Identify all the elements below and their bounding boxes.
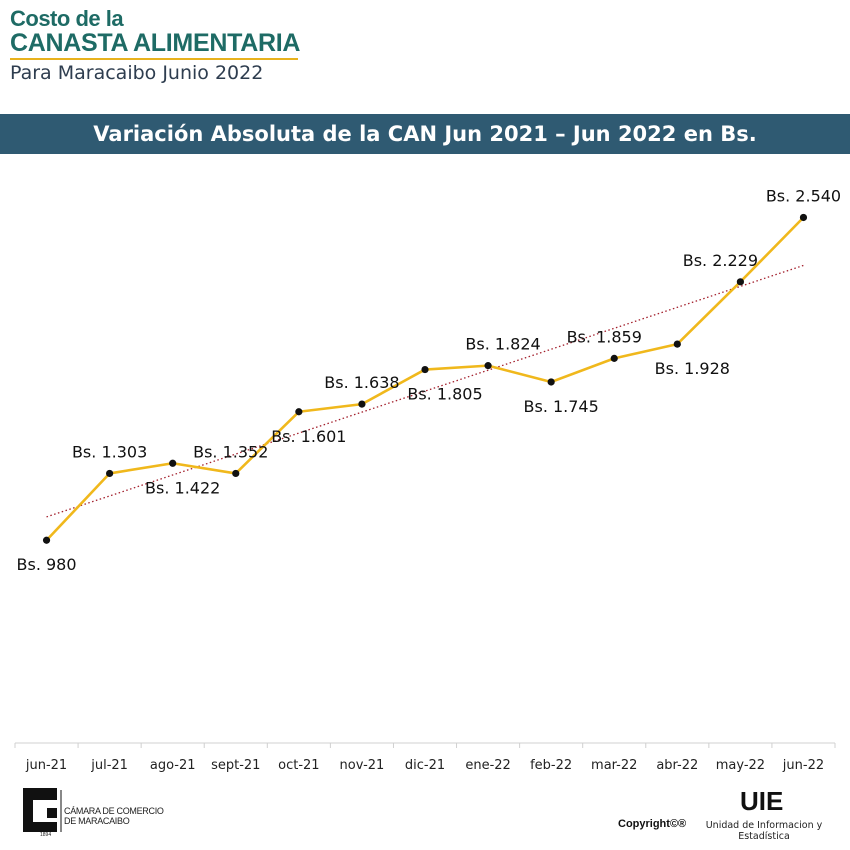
- data-label: Bs. 1.805: [407, 385, 482, 404]
- report-header: Costo de la CANASTA ALIMENTARIA Para Mar…: [10, 8, 300, 84]
- chamber-year: 1894: [40, 832, 52, 838]
- data-label: Bs. 1.352: [193, 442, 268, 461]
- x-tick-label: dic-21: [405, 758, 445, 773]
- header-rule: [10, 58, 298, 60]
- data-point: [232, 469, 240, 478]
- x-tick-label: nov-21: [340, 758, 385, 773]
- data-label: Bs. 2.540: [766, 186, 841, 205]
- x-tick-label: jul-21: [90, 758, 128, 773]
- x-tick-label: jun-22: [782, 758, 824, 773]
- data-point: [295, 408, 303, 416]
- data-point: [106, 469, 114, 478]
- data-point: [358, 400, 366, 408]
- x-tick-label: ene-22: [465, 758, 510, 773]
- data-point: [736, 278, 744, 286]
- line-chart: jun-21 jul-21 ago-21 sept-21 oct-21 nov-21 dic…: [14, 186, 841, 773]
- x-tick-label: mar-22: [591, 758, 637, 773]
- uie-logo: UIE: [740, 786, 784, 816]
- data-point: [42, 536, 51, 544]
- chart-title: Variación Absoluta de la CAN Jun 2021 – …: [93, 122, 757, 146]
- data-label: Bs. 1.422: [145, 478, 220, 497]
- uie-subtitle: Unidad de Informacion y Estadística: [705, 820, 823, 842]
- chamber-name: CÁMARA DE COMERCIO DE MARACAIBO: [64, 806, 164, 826]
- copyright-notice: Copyright©®: [618, 818, 687, 830]
- x-tick-label: oct-21: [278, 758, 319, 773]
- data-label: Bs. 2.229: [683, 251, 758, 270]
- data-point: [673, 340, 681, 348]
- data-label: Bs. 1.638: [324, 373, 399, 392]
- header-line-1: Costo de la: [10, 6, 124, 31]
- data-point: [421, 365, 429, 374]
- header-line-2: CANASTA ALIMENTARIA: [10, 29, 301, 57]
- data-label: Bs. 1.303: [72, 442, 147, 461]
- x-tick-label: jun-21: [25, 758, 67, 773]
- x-tick-label: may-22: [716, 758, 765, 773]
- chamber-name-line-1: CÁMARA DE COMERCIO: [64, 806, 164, 816]
- data-label: Bs. 1.928: [655, 359, 730, 378]
- data-label: Bs. 980: [17, 555, 77, 574]
- data-point: [799, 213, 808, 222]
- data-point: [169, 459, 177, 467]
- data-point: [610, 354, 618, 362]
- x-tick-label: feb-22: [530, 758, 572, 773]
- chamber-name-line-2: DE MARACAIBO: [64, 816, 130, 826]
- x-tick-label: ago-21: [150, 758, 196, 773]
- data-label: Bs. 1.745: [524, 397, 599, 416]
- chart-title-banner: Variación Absoluta de la CAN Jun 2021 – …: [0, 114, 850, 154]
- data-label: Bs. 1.601: [271, 427, 346, 446]
- data-label: Bs. 1.859: [567, 327, 642, 346]
- x-tick-label: sept-21: [211, 758, 260, 773]
- data-point: [547, 378, 555, 386]
- data-point: [484, 362, 492, 370]
- trendline: [46, 264, 804, 518]
- data-label: Bs. 1.824: [465, 335, 540, 354]
- header-line-3: Para Maracaibo Junio 2022: [10, 62, 264, 84]
- x-tick-label: abr-22: [656, 758, 698, 773]
- chamber-logo-icon: [23, 788, 62, 832]
